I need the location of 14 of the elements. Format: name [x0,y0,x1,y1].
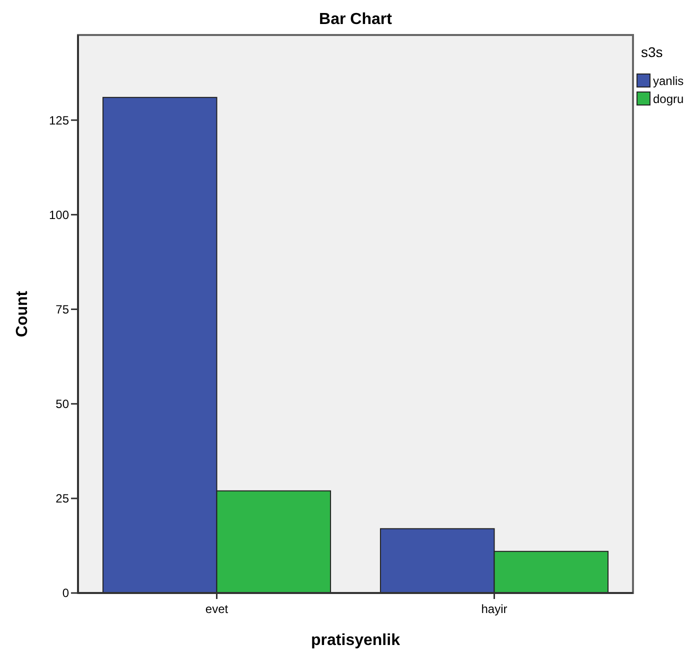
y-tick-label: 75 [56,302,70,316]
legend-label: yanlis [653,74,684,88]
x-tick-label: evet [205,602,229,616]
x-tick-label: hayir [481,602,508,616]
y-tick-label: 50 [56,397,70,412]
y-tick-label: 25 [56,492,70,506]
y-tick-label: 125 [48,113,70,128]
x-axis-title: pratisyenlik [311,632,400,649]
legend-label: dogru [653,92,684,106]
y-axis-title: Count [14,290,31,338]
y-tick-label: 0 [62,586,70,600]
y-tick-label: 100 [48,208,70,222]
chart-title: Bar Chart [319,11,393,28]
legend-title: s3s [641,44,663,60]
